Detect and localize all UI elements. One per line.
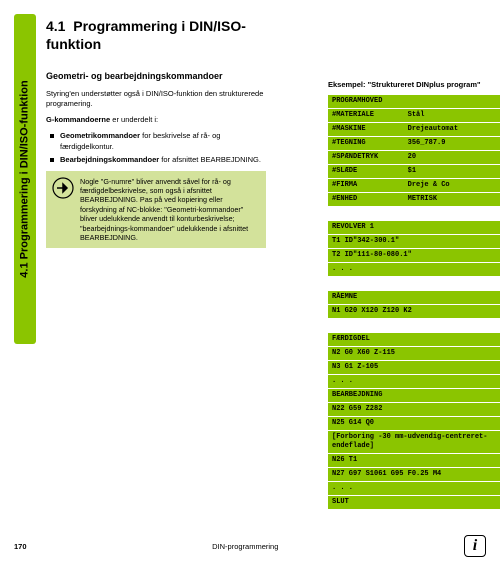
- info-icon: i: [464, 535, 486, 557]
- code-line: [328, 277, 500, 290]
- sidebar-tab: 4.1 Programmering i DIN/ISO-funktion: [14, 14, 36, 344]
- paragraph-1: Styring'en understøtter også i DIN/ISO-f…: [46, 89, 272, 109]
- code-line: N3 G1 Z-105: [328, 361, 500, 374]
- bullet-item: Geometrikommandoer for beskrivelse af rå…: [50, 131, 272, 151]
- code-line: #MASKINE Drejeautomat: [328, 123, 500, 136]
- sidebar-label: 4.1 Programmering i DIN/ISO-funktion: [19, 80, 31, 277]
- code-line: N26 T1: [328, 454, 500, 467]
- code-line: T1 ID"342-300.1": [328, 235, 500, 248]
- right-column: Eksempel: "Struktureret DINplus program"…: [328, 80, 500, 510]
- code-line: #FIRMA Dreje & Co: [328, 179, 500, 192]
- code-line: [Forboring -30 mm-udvendig-centreret- en…: [328, 431, 500, 453]
- bullet-list: Geometrikommandoer for beskrivelse af rå…: [50, 131, 272, 164]
- g-commands-label: G-kommandoerne: [46, 115, 110, 124]
- code-line: [328, 207, 500, 220]
- left-column: 4.1 Programmering i DIN/ISO-funktion Geo…: [46, 18, 272, 248]
- code-line: FÆRDIGDEL: [328, 333, 500, 346]
- example-title: Eksempel: "Struktureret DINplus program": [328, 80, 500, 89]
- code-line: T2 ID"111-80-080.1": [328, 249, 500, 262]
- subheading: Geometri- og bearbejdningskommandoer: [46, 71, 272, 81]
- code-line: [328, 319, 500, 332]
- section-heading: 4.1 Programmering i DIN/ISO-funktion: [46, 18, 272, 53]
- code-line: REVOLVER 1: [328, 221, 500, 234]
- code-line: #SLÆDE $1: [328, 165, 500, 178]
- heading-line1: Programmering i DIN/ISO-: [73, 18, 246, 34]
- code-line: PROGRAMHOVED: [328, 95, 500, 108]
- bullet-bold: Geometrikommandoer: [60, 131, 140, 140]
- heading-line2: funktion: [46, 36, 101, 52]
- code-line: RÅEMNE: [328, 291, 500, 304]
- para2-rest: er underdelt i:: [110, 115, 158, 124]
- code-line: N27 G97 S1061 G95 F0.25 M4: [328, 468, 500, 481]
- code-line: N2 G0 X60 Z-115: [328, 347, 500, 360]
- code-line: . . .: [328, 375, 500, 388]
- paragraph-2: G-kommandoerne er underdelt i:: [46, 115, 272, 125]
- code-line: . . .: [328, 263, 500, 276]
- code-line: BEARBEJDNING: [328, 389, 500, 402]
- note-text: Nogle "G-numre" bliver anvendt såvel for…: [80, 177, 260, 243]
- note-box: Nogle "G-numre" bliver anvendt såvel for…: [46, 171, 266, 249]
- code-line: #TEGNING 356_787.9: [328, 137, 500, 150]
- code-line: N22 G59 Z282: [328, 403, 500, 416]
- heading-number: 4.1: [46, 18, 65, 34]
- bullet-item: Bearbejdningskommandoer for afsnittet BE…: [50, 155, 272, 165]
- page-content: 4.1 Programmering i DIN/ISO-funktion Geo…: [46, 18, 486, 248]
- code-line: . . .: [328, 482, 500, 495]
- page-number: 170: [14, 542, 27, 551]
- code-line: N25 G14 Q0: [328, 417, 500, 430]
- code-line: #MATERIALE Stål: [328, 109, 500, 122]
- page-footer: 170 DIN-programmering i: [14, 535, 486, 557]
- arrow-icon: [52, 177, 74, 199]
- footer-label: DIN-programmering: [212, 542, 278, 551]
- code-line: N1 G20 X120 Z120 K2: [328, 305, 500, 318]
- code-line: #SPÆNDETRYK 20: [328, 151, 500, 164]
- code-line: SLUT: [328, 496, 500, 509]
- code-line: #ENHED METRISK: [328, 193, 500, 206]
- bullet-bold: Bearbejdningskommandoer: [60, 155, 159, 164]
- bullet-rest: for afsnittet BEARBEJDNING.: [159, 155, 261, 164]
- code-block: PROGRAMHOVED#MATERIALE Stål#MASKINE Drej…: [328, 95, 500, 509]
